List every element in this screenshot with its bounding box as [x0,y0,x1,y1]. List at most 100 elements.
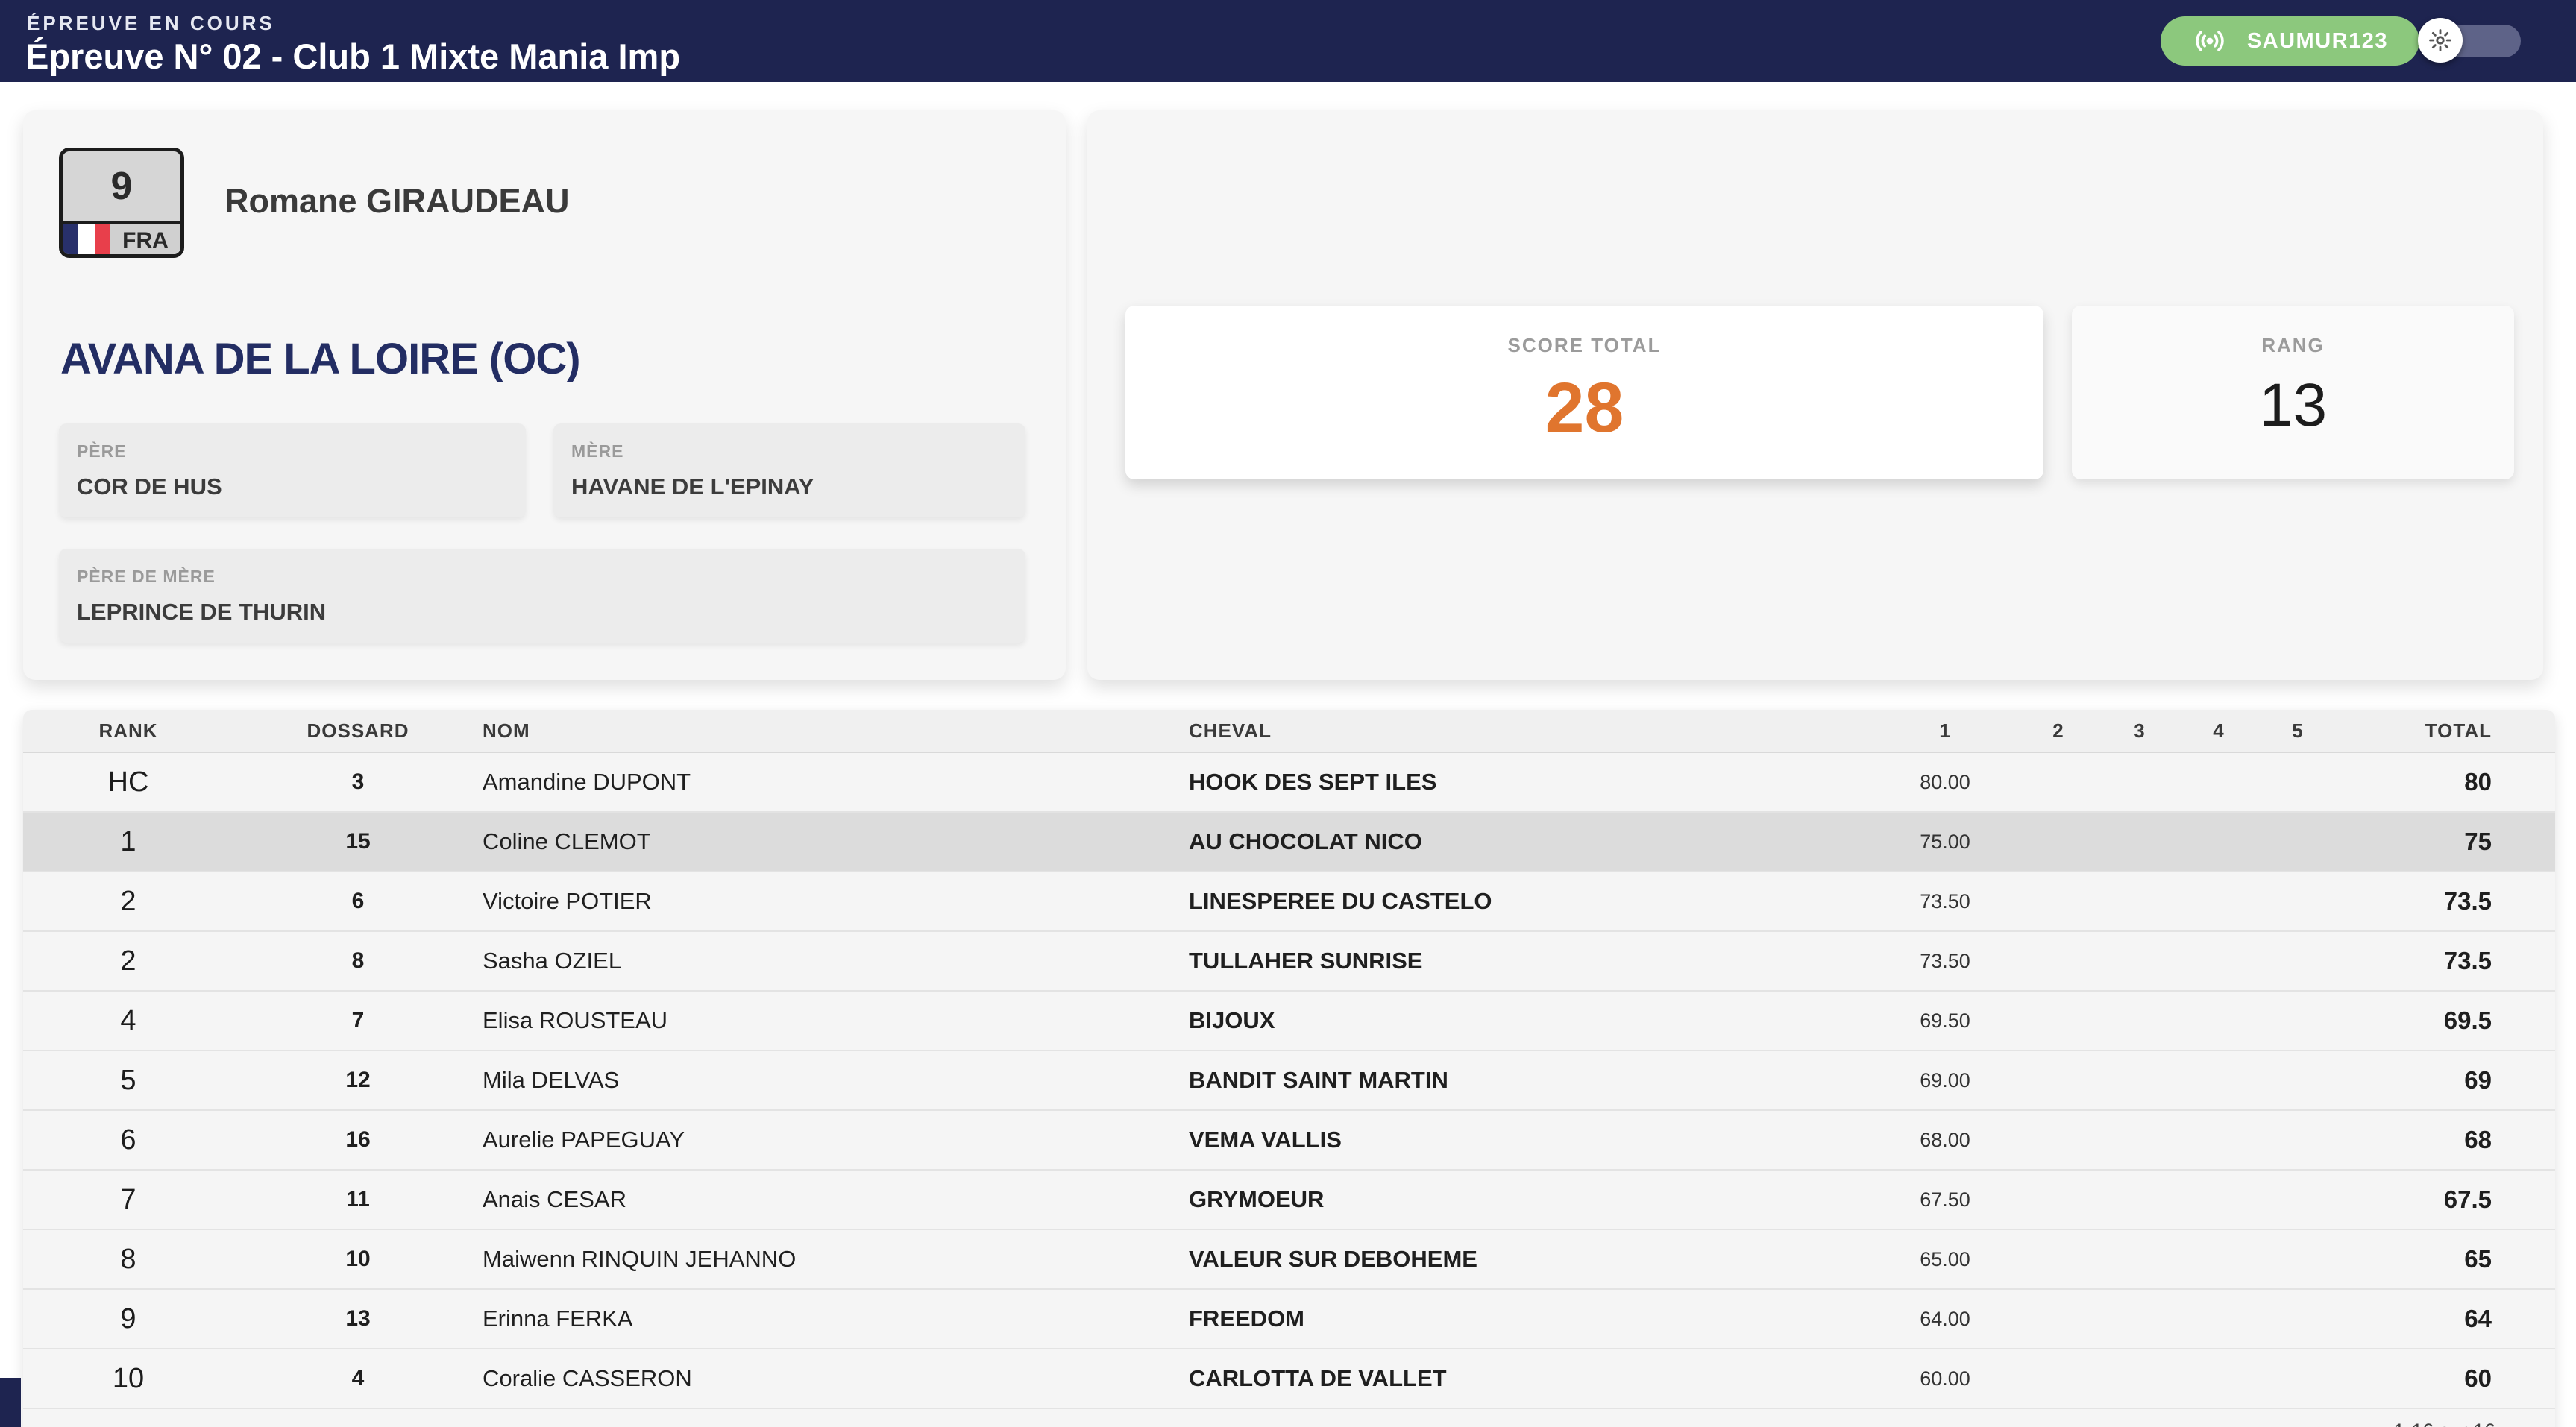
cell-nom: Amandine DUPONT [483,769,691,795]
cell-total: 75 [2464,828,2492,855]
cell-dossard: 6 [351,889,365,913]
cell-dossard: 3 [351,769,365,794]
cell-rank: 7 [120,1183,136,1215]
rider-card: 9 FRA Romane GIRAUDEAU AVANA DE LA LOIRE… [23,110,1066,680]
bottom-left-sliver [0,1378,21,1427]
cell-nom: Erinna FERKA [483,1305,633,1332]
cell-total: 69 [2464,1066,2492,1094]
table-row[interactable]: 9 13 Erinna FERKA FREEDOM 64.00 64 [23,1290,2555,1349]
table-row[interactable]: 4 7 Elisa ROUSTEAU BIJOUX 69.50 69.5 [23,992,2555,1051]
cell-cheval: BANDIT SAINT MARTIN [1189,1067,1448,1093]
cell-total: 73.5 [2443,887,2492,915]
live-badge-label: SAUMUR123 [2246,28,2388,53]
cell-nom: Sasha OZIEL [483,948,622,974]
cell-total: 65 [2464,1245,2492,1273]
cell-total: 64 [2464,1305,2492,1332]
pedigree-sire-label: PÈRE [77,441,127,461]
cell-cheval: BIJOUX [1189,1007,1275,1033]
col-rank: RANK [98,719,158,742]
cell-nom: Aurelie PAPEGUAY [483,1127,685,1153]
pedigree-damsire-label: PÈRE DE MÈRE [77,567,216,586]
table-row[interactable]: 2 6 Victoire POTIER LINESPEREE DU CASTEL… [23,872,2555,932]
rank-label: RANG [2261,334,2325,356]
cell-cheval: LINESPEREE DU CASTELO [1189,888,1492,914]
cell-score-1: 60.00 [1920,1367,1970,1390]
cell-total: 68 [2464,1126,2492,1153]
score-total-label: SCORE TOTAL [1507,334,1662,356]
table-row[interactable]: 8 10 Maiwenn RINQUIN JEHANNO VALEUR SUR … [23,1230,2555,1290]
cell-nom: Anais CESAR [483,1186,626,1212]
table-row[interactable]: HC 3 Amandine DUPONT HOOK DES SEPT ILES … [23,753,2555,813]
live-stream-badge[interactable]: SAUMUR123 [2160,16,2419,66]
cell-dossard: 16 [345,1127,371,1152]
cell-score-1: 75.00 [1920,830,1970,853]
cell-cheval: TULLAHER SUNRISE [1189,948,1423,974]
col-dossard: DOSSARD [307,719,409,742]
cell-score-1: 68.00 [1920,1128,1970,1151]
pedigree-damsire-value: LEPRINCE DE THURIN [77,599,327,625]
france-flag-icon [63,224,110,254]
col-nom: NOM [483,719,530,742]
cell-rank: 6 [120,1124,136,1156]
cell-dossard: 13 [345,1306,371,1331]
table-row[interactable]: 2 8 Sasha OZIEL TULLAHER SUNRISE 73.50 7… [23,932,2555,992]
cell-rank: 1 [120,825,136,857]
results-table: RANK DOSSARD NOM CHEVAL 1 2 3 4 5 TOTAL … [23,710,2555,1427]
pedigree-damsire-box: PÈRE DE MÈRE LEPRINCE DE THURIN [59,549,1025,643]
col-score-1: 1 [1939,719,1951,742]
cell-rank: 10 [112,1362,145,1394]
bib-country-code: FRA [110,224,180,254]
table-header-row: RANK DOSSARD NOM CHEVAL 1 2 3 4 5 TOTAL [23,710,2555,753]
cell-total: 80 [2464,768,2492,796]
table-row[interactable]: 1 15 Coline CLEMOT AU CHOCOLAT NICO 75.0… [23,813,2555,872]
col-score-3: 3 [2134,719,2146,742]
table-row[interactable]: 7 11 Anais CESAR GRYMOEUR 67.50 67.5 [23,1171,2555,1230]
cell-nom: Maiwenn RINQUIN JEHANNO [483,1246,797,1272]
table-body: HC 3 Amandine DUPONT HOOK DES SEPT ILES … [23,753,2555,1409]
cell-rank: 2 [120,885,136,917]
top-bar: ÉPREUVE EN COURS Épreuve N° 02 - Club 1 … [0,0,2576,82]
pedigree-dam-box: MÈRE HAVANE DE L'EPINAY [553,423,1025,517]
rider-name: Romane GIRAUDEAU [224,182,570,220]
toggle-knob[interactable] [2418,18,2463,63]
cell-cheval: HOOK DES SEPT ILES [1189,769,1437,795]
theme-toggle[interactable] [2418,18,2530,63]
cell-dossard: 7 [351,1008,365,1033]
horse-name: AVANA DE LA LOIRE (OC) [60,335,581,383]
rank-card: RANG 13 [2072,306,2514,479]
cell-rank: HC [107,766,149,798]
cell-total: 60 [2464,1364,2492,1392]
rider-bib: 9 FRA [59,148,184,258]
cell-nom: Victoire POTIER [483,888,652,914]
cell-score-1: 67.50 [1920,1188,1970,1211]
cell-cheval: CARLOTTA DE VALLET [1189,1365,1447,1391]
col-total: TOTAL [2425,719,2492,742]
table-row[interactable]: 10 4 Coralie CASSERON CARLOTTA DE VALLET… [23,1349,2555,1409]
cell-nom: Coline CLEMOT [483,828,651,854]
pedigree-sire-value: COR DE HUS [77,473,222,500]
cell-cheval: VEMA VALLIS [1189,1127,1342,1153]
cell-rank: 2 [120,945,136,977]
cell-rank: 9 [120,1302,136,1335]
col-score-5: 5 [2292,719,2304,742]
cell-dossard: 4 [351,1366,365,1390]
cell-total: 67.5 [2443,1185,2492,1213]
table-row[interactable]: 5 12 Mila DELVAS BANDIT SAINT MARTIN 69.… [23,1051,2555,1111]
cell-cheval: FREEDOM [1189,1305,1304,1332]
cell-score-1: 64.00 [1920,1307,1970,1330]
cell-total: 73.5 [2443,947,2492,974]
event-status-label: ÉPREUVE EN COURS [27,12,275,34]
pagination-label[interactable]: 1-16 sur 16 [23,1409,2555,1427]
cell-nom: Coralie CASSERON [483,1365,692,1391]
score-total-value: 28 [1545,368,1624,447]
cell-score-1: 69.00 [1920,1068,1970,1091]
cell-score-1: 80.00 [1920,770,1970,793]
cell-dossard: 11 [346,1187,370,1212]
table-row[interactable]: 6 16 Aurelie PAPEGUAY VEMA VALLIS 68.00 … [23,1111,2555,1171]
cell-dossard: 12 [345,1068,371,1092]
cell-rank: 4 [120,1004,136,1036]
cell-score-1: 65.00 [1920,1247,1970,1270]
cell-cheval: AU CHOCOLAT NICO [1189,828,1422,854]
pedigree-dam-value: HAVANE DE L'EPINAY [571,473,814,500]
cell-score-1: 69.50 [1920,1009,1970,1032]
